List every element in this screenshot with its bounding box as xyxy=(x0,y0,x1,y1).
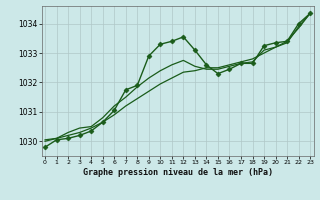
X-axis label: Graphe pression niveau de la mer (hPa): Graphe pression niveau de la mer (hPa) xyxy=(83,168,273,177)
